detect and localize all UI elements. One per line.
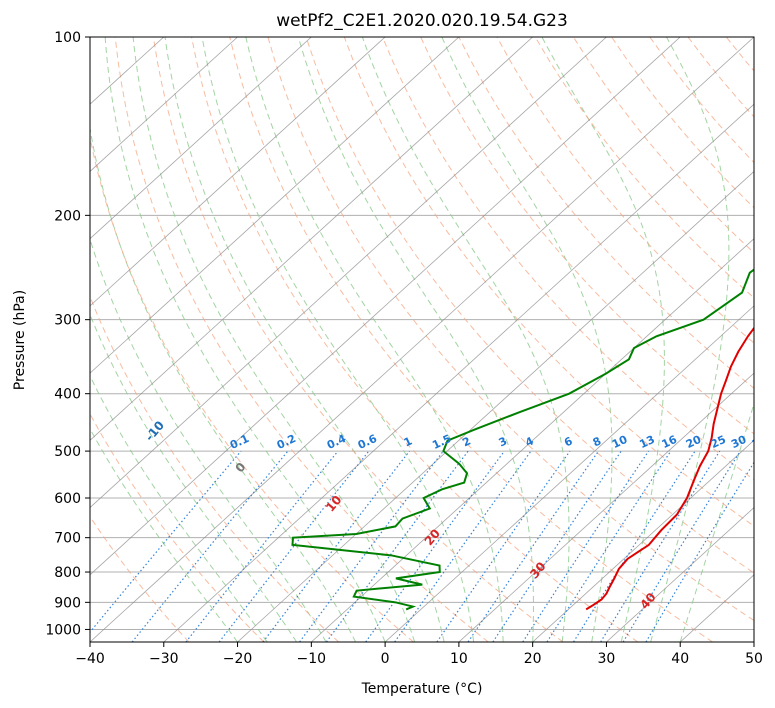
x-tick-label: −20 [223,651,253,667]
dry-adiabat-line [534,37,754,299]
moist-adiabat-line [297,37,534,642]
isotherm-line [163,103,754,642]
dry-adiabat-line [382,37,754,481]
isotherm-line [90,37,238,172]
dry-adiabat-lines [90,37,754,642]
isotherm-line [90,37,754,642]
chart-title: wetPf2_C2E1.2020.020.19.54.G23 [276,11,568,31]
dry-adiabat-line [267,37,754,622]
x-axis-ticks: −40 −30 −20 −10 0 10 20 30 40 50 [75,642,763,667]
dry-adiabat-line [420,37,754,435]
y-axis-ticks: 100 200 300 400 500 600 700 800 900 1000 [45,30,90,638]
mixing-ratio-line [522,450,650,642]
dry-adiabat-line [114,37,489,642]
x-tick-label: 10 [450,651,468,667]
x-tick-label: 50 [745,651,763,667]
moist-adiabat-line [90,237,327,642]
dry-adiabat-line [305,37,754,574]
mixing-ratio-line [131,450,289,642]
mixing-ratio-line [492,450,622,642]
isobar-gridlines [90,37,754,630]
moist-adiabat-line [90,427,238,642]
x-tick-label: 0 [381,651,390,667]
plot-area: 0.10.20.40.611.52346810131620253036-100-… [90,37,770,642]
isotherm-line [90,37,386,307]
y-tick-label: 1000 [45,622,81,638]
y-tick-label: 300 [54,313,81,329]
mixing-ratio-label: 16 [660,433,680,451]
isotherm-line [90,37,460,374]
mixing-ratio-line [262,450,410,642]
mixing-ratio-label: 30 [729,433,749,451]
x-tick-label: 30 [598,651,616,667]
moist-adiabat-line [104,37,386,642]
x-tick-label: 40 [671,651,689,667]
moist-adiabat-line [541,37,665,642]
y-axis-label: Pressure (hPa) [12,290,28,390]
y-tick-label: 600 [54,491,81,507]
y-tick-label: 200 [54,208,81,224]
x-tick-label: 20 [524,651,542,667]
moist-adiabat-line [361,37,570,642]
dry-adiabat-line [90,134,414,642]
dry-adiabat-line [229,37,713,642]
mixing-ratio-line [90,450,242,634]
mixing-ratio-label: 25 [709,433,728,451]
isotherm-line [384,305,754,642]
moist-adiabat-line [201,37,475,642]
moist-adiabat-line [441,37,613,642]
temperature-profile-line [585,326,754,611]
mixing-ratio-label: 10 [610,433,630,451]
profile-lines [291,268,754,611]
y-tick-label: 900 [54,595,81,611]
mixing-ratio-line [365,450,505,642]
x-tick-label: −10 [297,651,327,667]
isotherm-line [458,372,754,642]
moist-adiabat-line [90,374,268,642]
x-tick-label: −30 [149,651,179,667]
y-tick-label: 700 [54,531,81,547]
dry-adiabat-line [90,515,190,642]
x-axis-label: Temperature (°C) [361,681,483,697]
mixing-ratio-line [325,450,469,642]
y-tick-label: 100 [54,30,81,46]
isotherm-line [606,507,754,642]
mixing-ratio-line [185,450,339,642]
y-tick-label: 500 [54,444,81,460]
mixing-ratio-line [622,450,741,642]
isotherm-line [90,37,312,240]
isotherm-line [90,37,607,509]
mixing-ratio-line [546,450,672,642]
mixing-ratio-line [436,450,571,642]
dry-adiabat-line [90,412,265,642]
mixing-ratio-line [467,450,599,642]
plot-frame [89,36,755,643]
moist-adiabat-line [164,37,445,642]
y-tick-label: 400 [54,387,81,403]
dry-adiabat-line [496,37,754,344]
mixing-ratio-label: 20 [684,433,704,451]
mixing-ratio-label: 36 [750,433,770,451]
isotherm-line [532,439,754,642]
isotherm-line [311,238,754,642]
x-tick-label: −40 [75,651,105,667]
dewpoint-profile-line [291,268,754,611]
mixing-ratio-label: 13 [637,433,656,451]
dry-adiabat-line [343,37,754,527]
dry-adiabat-line [458,37,754,389]
moist-adiabat-line [679,401,754,642]
y-tick-label: 800 [54,565,81,581]
mixing-ratio-line [394,450,532,642]
isotherm-line [90,37,533,441]
mixing-ratio-line [299,450,444,642]
moist-adiabat-line [245,37,504,642]
dry-adiabat-line [152,37,564,642]
isotherm-line [237,170,754,642]
isotherm-line [90,37,681,576]
isotherm-lines [90,37,754,642]
moist-adiabat-line [90,313,298,642]
